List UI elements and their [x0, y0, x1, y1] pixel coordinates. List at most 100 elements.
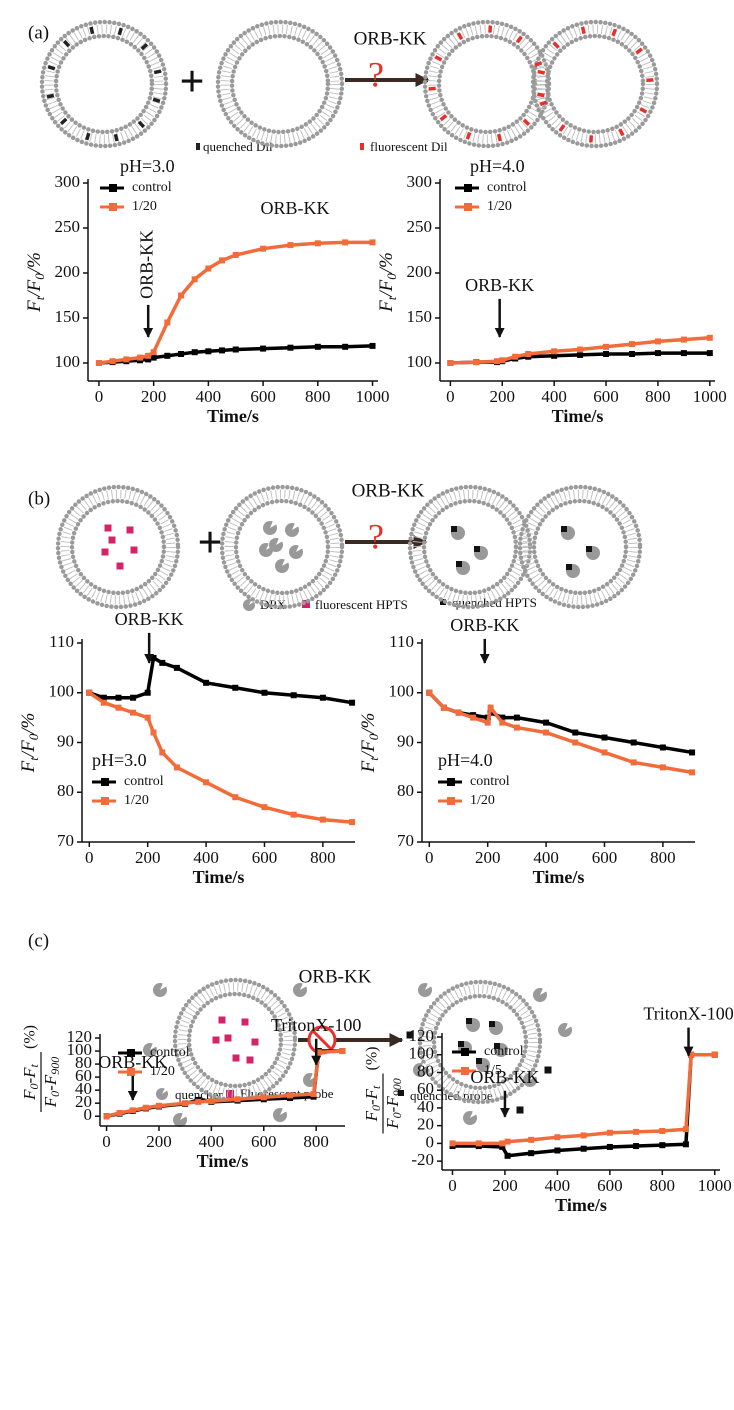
- y-axis-title-part: 0: [27, 1084, 41, 1090]
- y-axis-title-part: F: [362, 1110, 381, 1122]
- condition-label: pH=3.0: [120, 156, 175, 176]
- probe: [126, 526, 134, 534]
- data-point: [680, 350, 687, 357]
- dye: [140, 42, 149, 51]
- data-point: [440, 704, 447, 711]
- data-point: [499, 357, 506, 364]
- quencher: [269, 538, 283, 552]
- quencher: [463, 1111, 477, 1125]
- dye: [456, 32, 464, 41]
- legend-marker: [464, 203, 472, 211]
- data-point: [689, 749, 696, 756]
- x-axis-title: Time/s: [552, 406, 604, 426]
- legend-text: control: [124, 774, 164, 789]
- y-tick-label: 80: [57, 781, 74, 800]
- lipid-heads: [233, 498, 331, 596]
- quencher: [558, 1023, 572, 1037]
- data-point: [572, 729, 579, 736]
- data-point: [290, 692, 297, 699]
- probe: [494, 1043, 500, 1049]
- data-point: [504, 1138, 511, 1145]
- data-point: [136, 354, 143, 361]
- data-point: [659, 1142, 666, 1149]
- legend-icon: [398, 1090, 404, 1096]
- x-tick-label: 400: [541, 387, 567, 406]
- data-point: [682, 1126, 689, 1133]
- quencher-mouth: [180, 1113, 187, 1120]
- dye: [46, 93, 55, 99]
- probe: [451, 526, 457, 532]
- lipid-tails: [177, 982, 293, 1098]
- data-point: [205, 265, 212, 272]
- data-point: [115, 704, 122, 711]
- quencher-mouth: [530, 1073, 537, 1080]
- quencher: [285, 523, 299, 537]
- y-tick-label: 120: [67, 1027, 93, 1046]
- probe: [104, 524, 112, 532]
- data-point: [195, 1098, 202, 1105]
- data-point: [109, 358, 116, 365]
- y-tick-label: 60: [417, 1079, 434, 1098]
- plus: +: [179, 57, 204, 106]
- x-axis-title: Time/s: [555, 1195, 607, 1215]
- y-axis-title-part: /%: [18, 713, 39, 735]
- legend-marker: [127, 1049, 135, 1057]
- data-point: [155, 1102, 162, 1109]
- y-axis-title-part: F: [18, 760, 39, 773]
- data-point: [551, 348, 558, 355]
- vesicle: [39, 19, 169, 149]
- probe: [586, 546, 592, 552]
- lipid-heads: [517, 484, 643, 610]
- probe: [406, 1031, 414, 1039]
- y-axis-title-part: /F: [358, 740, 379, 758]
- x-tick-label: 200: [492, 1176, 518, 1195]
- y-tick-label: 110: [49, 632, 74, 651]
- data-point: [513, 714, 520, 721]
- quencher-mouth: [565, 1023, 572, 1030]
- data-point: [554, 1147, 561, 1154]
- y-tick-label: 150: [407, 307, 433, 326]
- data-point: [342, 239, 349, 246]
- y-axis-title-part: -F: [20, 1067, 39, 1084]
- data-point: [205, 348, 212, 355]
- annotation-text: ORB-KK: [465, 275, 534, 295]
- dye: [59, 117, 68, 126]
- probe: [218, 1016, 226, 1024]
- lipid-heads: [55, 484, 181, 610]
- x-tick-label: 600: [251, 1132, 277, 1151]
- legend-text: 1/20: [487, 199, 512, 214]
- data-point: [603, 351, 610, 357]
- probe: [251, 1038, 259, 1046]
- probe: [232, 1054, 240, 1062]
- data-point: [116, 1109, 123, 1116]
- data-point: [689, 769, 696, 776]
- y-axis-title-part: /%: [24, 252, 45, 274]
- data-point: [219, 257, 226, 264]
- y-tick-label: 300: [55, 172, 81, 191]
- data-point: [680, 336, 687, 343]
- legend-text: 1/20: [132, 199, 157, 214]
- data-point: [95, 360, 102, 366]
- legend-text: 1/20: [124, 793, 149, 808]
- y-axis-title: Ft/F0/%: [358, 713, 381, 774]
- quencher-mouth: [280, 1108, 287, 1115]
- data-point: [232, 346, 239, 353]
- annotation-text: ORB-KK: [115, 609, 184, 629]
- data-point: [130, 709, 137, 716]
- lipid-heads: [186, 991, 284, 1089]
- data-point: [159, 749, 166, 756]
- data-point: [499, 719, 506, 726]
- data-point: [144, 714, 151, 721]
- question-mark: ?: [368, 516, 384, 556]
- dye: [117, 27, 123, 36]
- annotation-text: TritonX-100: [271, 1015, 361, 1035]
- quencher: [263, 521, 277, 535]
- annotation-text: ORB-KK: [136, 230, 156, 299]
- data-point: [150, 354, 157, 361]
- y-axis-title-part: (%): [22, 1025, 39, 1049]
- probe: [224, 1034, 232, 1042]
- quencher: [523, 1073, 537, 1087]
- y-axis-title-part: (%): [364, 1047, 381, 1071]
